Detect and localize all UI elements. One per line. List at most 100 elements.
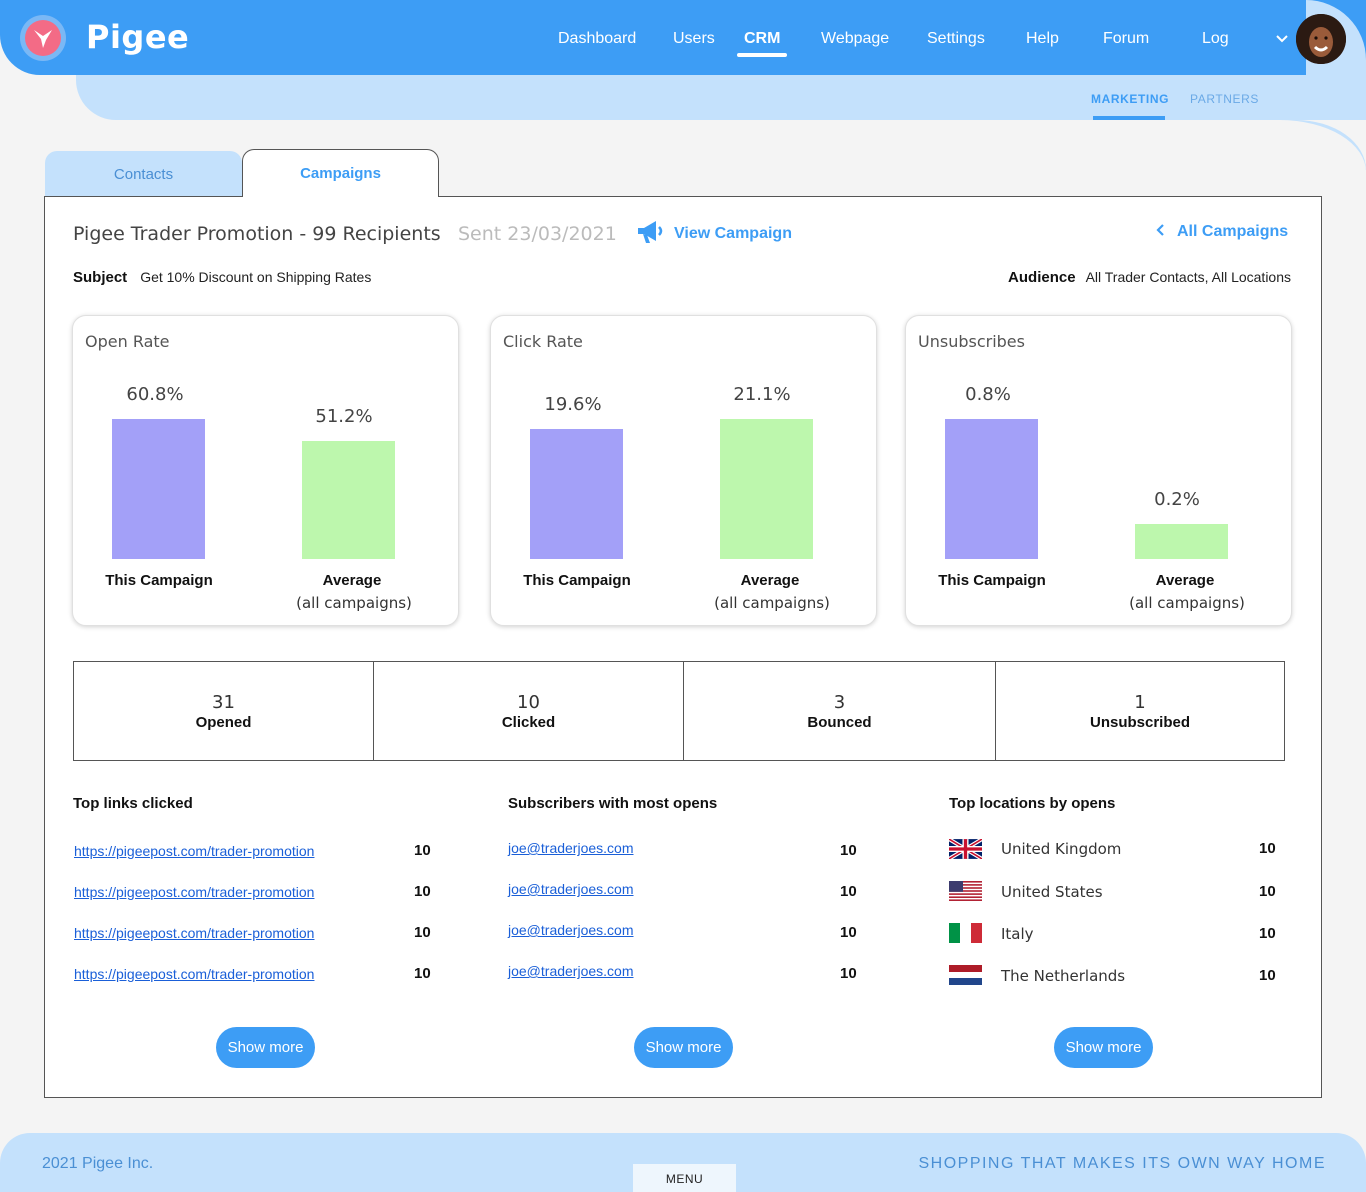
bar-value-label: 60.8% <box>126 384 184 405</box>
stat-value: 3 <box>833 691 846 713</box>
chart-title: Unsubscribes <box>918 332 1025 351</box>
bar-category-label: Average <box>322 572 382 589</box>
bar-value-label: 0.8% <box>965 384 1011 405</box>
decorative-curve-mask <box>1280 120 1366 172</box>
average-bar <box>302 441 395 559</box>
bar-value-label: 0.2% <box>1154 489 1200 510</box>
subscriber-email[interactable]: joe@traderjoes.com <box>508 881 634 897</box>
us-flag-icon <box>949 881 982 901</box>
subnav-partners[interactable]: PARTNERS <box>1190 92 1260 106</box>
bar-value-label: 21.1% <box>733 384 791 405</box>
stat-label: Opened <box>195 713 252 731</box>
unsubscribes-card: Unsubscribes 0.8% This Campaign 0.2% Averag… <box>905 315 1292 626</box>
show-more-subscribers-button[interactable]: Show more <box>634 1027 733 1068</box>
all-campaigns-label: All Campaigns <box>1177 223 1289 240</box>
nav-item-help[interactable]: Help <box>1026 30 1059 47</box>
stat-label: Clicked <box>501 713 556 731</box>
this-campaign-bar <box>112 419 205 559</box>
stat-value: 1 <box>1134 691 1146 713</box>
chart-title: Click Rate <box>503 332 583 351</box>
subscriber-count: 10 <box>840 842 857 859</box>
top-link-url[interactable]: https://pigeepost.com/trader-promotion <box>74 966 315 982</box>
audience-label: Audience <box>1008 269 1076 286</box>
top-subscribers-heading: Subscribers with most opens <box>508 795 718 812</box>
location-count: 10 <box>1259 883 1276 900</box>
location-count: 10 <box>1259 967 1276 984</box>
location-country: United Kingdom <box>1001 840 1122 858</box>
top-navigation-bar <box>0 0 1366 75</box>
nav-item-users[interactable]: Users <box>673 30 715 47</box>
audience-value: All Trader Contacts, All Locations <box>1085 269 1291 285</box>
campaign-subject: Subject Get 10% Discount on Shipping Rat… <box>73 269 371 286</box>
nav-item-forum[interactable]: Forum <box>1103 30 1150 47</box>
location-country: United States <box>1001 883 1103 901</box>
bar-category-sublabel: (all campaigns) <box>1129 594 1245 612</box>
stat-value: 10 <box>517 691 540 713</box>
top-link-count: 10 <box>414 883 431 900</box>
view-campaign-label: View Campaign <box>674 225 792 242</box>
campaign-sent-date: Sent 23/03/2021 <box>458 223 617 245</box>
show-more-links-button[interactable]: Show more <box>216 1027 315 1068</box>
bar-category-label: This Campaign <box>105 572 213 589</box>
nav-item-settings[interactable]: Settings <box>927 30 985 47</box>
pigee-logo-icon[interactable] <box>20 15 66 61</box>
tab-campaigns[interactable]: Campaigns <box>242 149 439 197</box>
subscriber-email[interactable]: joe@traderjoes.com <box>508 840 634 856</box>
show-more-locations-button[interactable]: Show more <box>1054 1027 1153 1068</box>
this-campaign-bar <box>945 419 1038 559</box>
top-link-count: 10 <box>414 965 431 982</box>
top-link-url[interactable]: https://pigeepost.com/trader-promotion <box>74 884 315 900</box>
average-bar <box>720 419 813 559</box>
top-links-heading: Top links clicked <box>73 795 193 812</box>
top-locations-heading: Top locations by opens <box>949 795 1116 812</box>
stat-value: 31 <box>212 691 235 713</box>
view-campaign-button[interactable]: View Campaign <box>636 220 792 248</box>
chart-title: Open Rate <box>85 332 170 351</box>
bar-category-label: This Campaign <box>523 572 631 589</box>
location-country: Italy <box>1001 925 1034 943</box>
megaphone-icon <box>636 219 664 250</box>
subscriber-email[interactable]: joe@traderjoes.com <box>508 922 634 938</box>
user-avatar[interactable] <box>1296 14 1346 64</box>
top-link-url[interactable]: https://pigeepost.com/trader-promotion <box>74 925 315 941</box>
bar-value-label: 51.2% <box>315 406 373 427</box>
subscriber-count: 10 <box>840 965 857 982</box>
subnav-marketing[interactable]: MARKETING <box>1091 92 1170 106</box>
brand-name[interactable]: Pigee <box>86 18 190 56</box>
click-rate-card: Click Rate 19.6% This Campaign 21.1% Averag… <box>490 315 877 626</box>
nav-item-log[interactable]: Log <box>1202 30 1229 47</box>
netherlands-flag-icon <box>949 965 982 985</box>
bar-category-sublabel: (all campaigns) <box>714 594 830 612</box>
all-campaigns-link[interactable]: All Campaigns <box>1156 223 1288 241</box>
subscriber-count: 10 <box>840 883 857 900</box>
nav-item-dashboard[interactable]: Dashboard <box>558 30 637 47</box>
stat-opened: 31 Opened <box>74 662 374 760</box>
bar-category-label: This Campaign <box>938 572 1046 589</box>
this-campaign-bar <box>530 429 623 559</box>
nav-item-webpage[interactable]: Webpage <box>821 30 890 47</box>
stat-label: Unsubscribed <box>1089 713 1191 731</box>
subscriber-count: 10 <box>840 924 857 941</box>
footer-menu-button[interactable]: MENU <box>633 1164 736 1192</box>
subject-label: Subject <box>73 269 128 286</box>
subnav-active-indicator <box>1093 116 1165 120</box>
subject-value: Get 10% Discount on Shipping Rates <box>140 269 372 285</box>
location-count: 10 <box>1259 925 1276 942</box>
bar-category-label: Average <box>1155 572 1215 589</box>
tab-contacts[interactable]: Contacts <box>45 151 242 196</box>
bar-category-label: Average <box>740 572 800 589</box>
stat-unsubscribed: 1 Unsubscribed <box>996 662 1284 760</box>
top-link-url[interactable]: https://pigeepost.com/trader-promotion <box>74 843 315 859</box>
open-rate-card: Open Rate 60.8% This Campaign 51.2% Average… <box>72 315 459 626</box>
stat-label: Bounced <box>807 713 872 731</box>
average-bar <box>1135 524 1228 559</box>
footer-tagline: SHOPPING THAT MAKES ITS OWN WAY HOME <box>918 1155 1326 1172</box>
location-country: The Netherlands <box>1001 967 1126 985</box>
nav-item-crm[interactable]: CRM <box>744 30 781 47</box>
stat-clicked: 10 Clicked <box>374 662 684 760</box>
top-link-count: 10 <box>414 924 431 941</box>
bar-category-sublabel: (all campaigns) <box>296 594 412 612</box>
subscriber-email[interactable]: joe@traderjoes.com <box>508 963 634 979</box>
chevron-down-icon[interactable] <box>1274 30 1290 46</box>
subnav-band <box>76 75 1366 120</box>
